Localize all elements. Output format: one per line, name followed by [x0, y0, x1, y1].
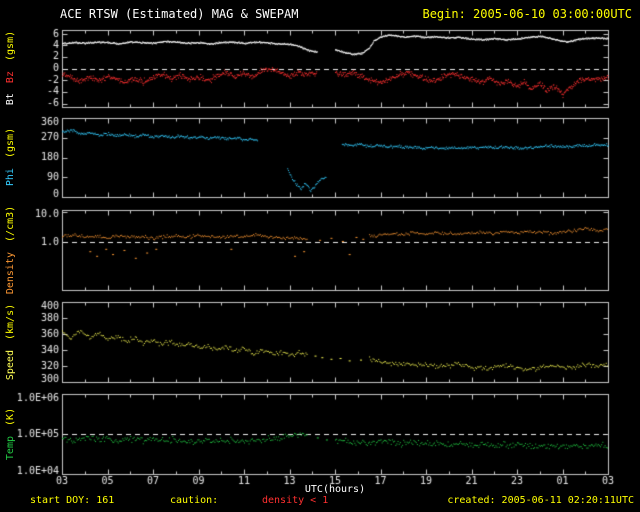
y-axis-label-temp: Temp (K)	[5, 384, 17, 484]
y-axis-label-bt-bz: Bt Bz (gsm)	[5, 18, 17, 118]
y-axis-label-speed: Speed (km/s)	[5, 292, 17, 392]
y-label-density: Density	[5, 252, 16, 295]
begin-timestamp: Begin: 2005-06-10 03:00:00UTC	[422, 7, 632, 21]
plot-title: ACE RTSW (Estimated) MAG & SWEPAM	[60, 7, 299, 21]
y-label-bz: Bz	[5, 71, 16, 84]
y-label-phi-units: (gsm)	[5, 127, 16, 159]
x-axis-label: UTC(hours)	[304, 484, 366, 495]
start-doy-label: start DOY: 161	[30, 495, 115, 506]
y-axis-label-phi: Phi (gsm)	[5, 107, 17, 207]
y-axis-label-density: Density (/cm3)	[5, 200, 17, 300]
y-label-density-units: (/cm3)	[5, 205, 16, 242]
y-label-phi: Phi	[5, 168, 16, 187]
caution-label: caution:	[170, 495, 219, 506]
caution-value: density < 1	[262, 495, 329, 506]
y-label-temp: Temp	[5, 436, 16, 461]
created-timestamp: created: 2005-06-11 02:20:11UTC	[447, 495, 634, 506]
y-label-speed: Speed	[5, 350, 16, 381]
y-label-temp-units: (K)	[5, 407, 16, 426]
y-label-bt-bz-units: (gsm)	[5, 30, 16, 61]
y-label-bt: Bt	[5, 93, 16, 106]
y-label-speed-units: (km/s)	[5, 303, 16, 340]
